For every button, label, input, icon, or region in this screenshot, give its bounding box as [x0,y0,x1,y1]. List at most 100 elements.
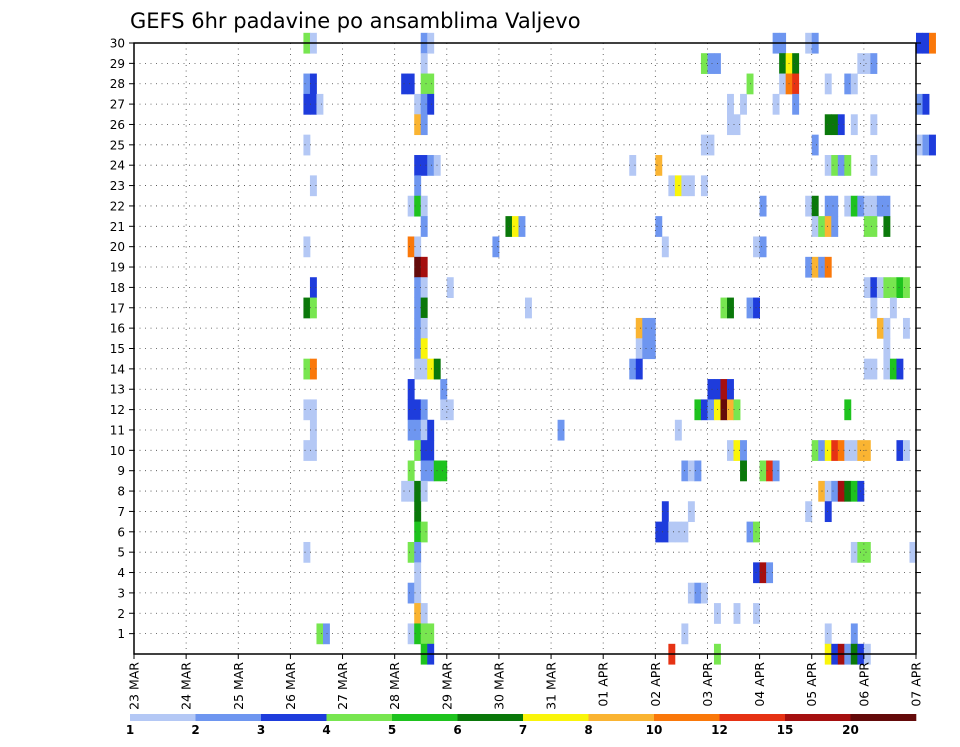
heatmap-cell [420,195,428,217]
y-tick-label: 28 [110,77,125,91]
heatmap-cell [824,256,832,278]
heatmap-cell [427,440,435,461]
heatmap-cell [883,317,891,339]
colorbar-label: 3 [257,723,265,737]
y-tick-label: 16 [110,322,125,336]
x-tick-label: 06 APR [856,662,871,707]
x-tick-label: 24 MAR [179,662,194,710]
heatmap-cell [876,195,884,217]
heatmap-cell [824,73,832,95]
heatmap-cell [863,195,871,217]
heatmap-cell [700,53,708,74]
heatmap-cell [902,277,910,298]
heatmap-cell [303,440,311,461]
heatmap-cell [759,236,767,258]
heatmap-cell [863,277,871,298]
colorbar-label: 10 [646,723,663,737]
heatmap-cell [309,175,317,197]
y-tick-label: 2 [117,607,125,621]
heatmap-cell [420,419,428,441]
heatmap-cell [303,358,311,380]
heatmap-cell [883,338,891,360]
heatmap-cell [414,480,422,502]
colorbar-label: 4 [322,723,330,737]
heatmap-cell [753,297,760,319]
heatmap-cell [844,480,852,502]
heatmap-cell [837,440,845,461]
heatmap-cell [309,358,317,380]
heatmap-cell [414,562,422,584]
heatmap-cell [831,440,839,461]
heatmap-cell [407,582,415,604]
heatmap-cell [661,501,669,523]
heatmap-cell [779,53,787,74]
heatmap-cell [414,317,422,339]
heatmap-cell [707,134,715,156]
x-tick-label: 04 APR [752,662,767,707]
heatmap-cell [414,277,422,298]
heatmap-cell [850,623,858,645]
colorbar-swatch [261,714,327,721]
heatmap-cell [525,297,532,319]
heatmap-cell [850,480,858,502]
heatmap-cell [700,399,708,421]
heatmap-cell [420,93,428,115]
heatmap-cell [414,358,422,380]
heatmap-cell [420,114,428,136]
heatmap-cell [661,236,669,258]
heatmap-cell [727,297,734,319]
y-tick-label: 26 [110,118,125,132]
heatmap-cell [401,480,409,502]
heatmap-cell [850,440,858,461]
heatmap-cell [420,338,428,360]
heatmap-cell [635,358,643,380]
grid-lines [134,42,916,654]
y-tick-label: 22 [110,199,125,213]
x-tick-label: 29 MAR [439,662,454,710]
heatmap-cell [922,134,930,156]
heatmap-cell [870,155,878,176]
heatmap-cell [407,623,415,645]
heatmap-cell [420,155,428,176]
heatmap-cell [896,277,904,298]
heatmap-cell [902,440,910,461]
heatmap-cell [414,582,422,604]
heatmap-cell [420,358,428,380]
heatmap-cell [831,480,839,502]
heatmap-cell [700,582,708,604]
heatmap-cell [870,195,878,217]
colorbar-label: 8 [584,723,592,737]
heatmap-cell [309,73,317,95]
heatmap-cell [440,379,448,400]
heatmap-cell [694,399,702,421]
heatmap-cell [414,297,422,319]
heatmap-cell [414,195,422,217]
heatmap-cell [309,297,317,319]
heatmap-cell [420,216,428,237]
x-axis: 23 MAR 24 MAR 25 MAR 26 MAR 27 MAR 28 MAR 29 M… [127,654,924,710]
heatmap-cell [727,379,734,400]
y-tick-label: 19 [110,261,125,275]
colorbar-swatch [523,714,589,721]
x-tick-label: 27 MAR [335,662,350,710]
colorbar-swatch [130,714,196,721]
heatmap-cell [727,93,734,115]
heatmap-cell [420,73,428,95]
heatmap-cell [733,399,741,421]
heatmap-cell [420,480,428,502]
heatmap-cell [753,236,760,258]
colorbar-swatch [588,714,655,721]
heatmap-cell [779,73,787,95]
heatmap-cell [687,175,695,197]
heatmap-cell [727,440,734,461]
heatmap-cell [655,216,663,237]
x-tick-label: 28 MAR [387,662,402,710]
heatmap-cell [401,73,409,95]
heatmap-cell [420,297,428,319]
y-tick-label: 11 [110,423,125,437]
heatmap-cell [824,501,832,523]
heatmap-cell [414,623,422,645]
heatmap-cell [824,114,832,136]
heatmap-cell [303,236,311,258]
